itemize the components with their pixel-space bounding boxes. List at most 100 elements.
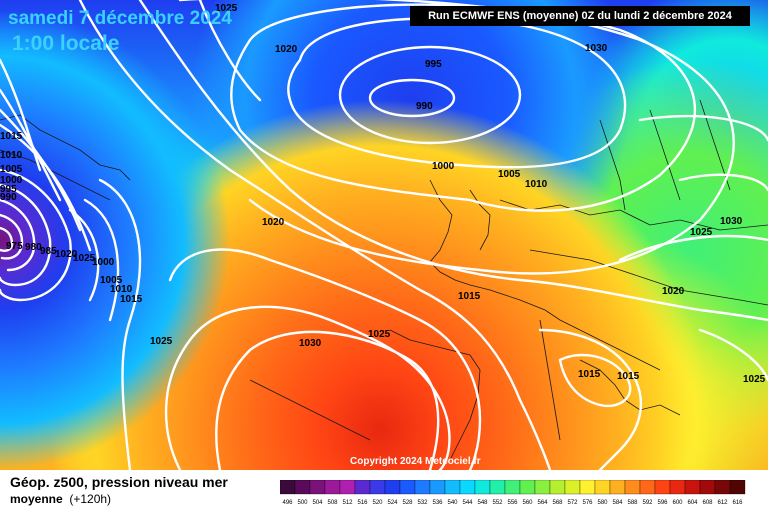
legend-tick-label: 512 — [342, 500, 353, 506]
isobar-990 — [368, 78, 456, 118]
legend-tick-label: 540 — [447, 500, 458, 506]
legend-tick-label: 500 — [297, 500, 308, 506]
legend-swatch — [324, 480, 341, 495]
shading-atlantic-low — [0, 0, 768, 470]
pressure-label: 1025 — [215, 3, 238, 14]
pressure-label: 1025 — [690, 227, 713, 238]
legend-tick-label: 560 — [522, 500, 533, 506]
legend-tick-label: 504 — [312, 500, 323, 506]
pressure-label: 990 — [416, 101, 433, 112]
legend-tick-label: 608 — [702, 500, 713, 506]
legend-swatch — [519, 480, 536, 495]
isobar-1020-e — [618, 234, 768, 262]
legend-swatch — [489, 480, 506, 495]
legend-tick-label: 520 — [372, 500, 383, 506]
legend-tick-label: 616 — [732, 500, 743, 506]
pressure-label: 1000 — [432, 161, 455, 172]
isobar-1030 — [215, 330, 440, 470]
legend-tick-label: 508 — [327, 500, 338, 506]
legend-swatch — [684, 480, 701, 495]
pressure-label: 1030 — [720, 216, 743, 227]
legend-swatch — [504, 480, 521, 495]
isobar-1020-n — [198, 0, 262, 102]
legend-swatch — [534, 480, 551, 495]
pressure-label: 980 — [25, 242, 42, 253]
isobar-995-w — [0, 168, 72, 302]
pressure-label: 1015 — [458, 291, 481, 302]
run-info: Run ECMWF ENS (moyenne) 0Z du lundi 2 dé… — [410, 6, 750, 26]
map-subtitle-type: moyenne — [10, 492, 63, 506]
map-svg: 1025 1020 995 990 1000 1005 1010 1015 10… — [0, 0, 768, 470]
legend-tick-label: 584 — [612, 500, 623, 506]
legend-swatch — [369, 480, 386, 495]
isobar-1015 — [138, 0, 768, 322]
pressure-label: 1000 — [0, 175, 23, 186]
legend-swatch — [549, 480, 566, 495]
pressure-label: 990 — [0, 192, 17, 203]
isobar-985-w — [0, 198, 36, 272]
isobar-1015-it — [558, 353, 632, 408]
legend-swatch — [609, 480, 626, 495]
pressure-label: 1025 — [73, 253, 96, 264]
pressure-label: 1010 — [525, 179, 548, 190]
isobar-1010 — [178, 0, 735, 275]
isobar-1015-w — [0, 58, 42, 172]
pressure-labels: 1025 1020 995 990 1000 1005 1010 1015 10… — [0, 3, 766, 385]
pressure-label: 1015 — [0, 131, 23, 142]
pressure-label: 1010 — [110, 284, 133, 295]
legend-swatch — [459, 480, 476, 495]
copyright: Copyright 2024 Meteociel.fr — [350, 456, 481, 467]
legend-tick-label: 596 — [657, 500, 668, 506]
legend-swatch — [624, 480, 641, 495]
pressure-label: 1005 — [100, 275, 123, 286]
legend-tick-label: 528 — [402, 500, 413, 506]
legend-swatch — [339, 480, 356, 495]
isobar-1015-atl — [98, 178, 142, 470]
pressure-label: 1005 — [498, 169, 521, 180]
isobar-1010-w — [0, 88, 62, 202]
color-legend: 496 500 504 508 512 516 520 524 528 532 536 540 544 5… — [280, 480, 746, 506]
isobar-1005-atl — [68, 208, 100, 302]
legend-tick-label: 532 — [417, 500, 428, 506]
legend-tick-label: 524 — [387, 500, 398, 506]
legend-tick-label: 588 — [627, 500, 638, 506]
pressure-label: 1015 — [120, 294, 143, 305]
legend-swatch — [579, 480, 596, 495]
isobar-1015-med — [538, 328, 643, 470]
legend-swatch — [429, 480, 446, 495]
legend-swatch — [294, 480, 311, 495]
isobar-1010-atl — [83, 198, 120, 322]
isobars — [0, 0, 768, 470]
legend-swatch — [309, 480, 326, 495]
pressure-label: 1025 — [150, 336, 173, 347]
legend-tick-label: 556 — [507, 500, 518, 506]
legend-tick-label: 548 — [477, 500, 488, 506]
pressure-label: 1005 — [0, 164, 23, 175]
legend-swatch — [414, 480, 431, 495]
legend-tick-label: 580 — [597, 500, 608, 506]
isobar-990-w — [0, 183, 52, 287]
legend-swatch — [654, 480, 671, 495]
isobar-1025 — [168, 248, 482, 470]
pressure-label: 1015 — [578, 369, 601, 380]
legend-swatch — [280, 480, 296, 495]
legend-tick-label: 600 — [672, 500, 683, 506]
legend-swatch — [639, 480, 656, 495]
forecast-date: samedi 7 décembre 2024 — [8, 8, 232, 29]
pressure-label: 985 — [40, 246, 57, 257]
legend-tick-label: 604 — [687, 500, 698, 506]
pressure-label: 1000 — [92, 257, 115, 268]
pressure-label: 1015 — [617, 371, 640, 382]
isobar-995 — [338, 45, 522, 145]
legend-tick-label: 612 — [717, 500, 728, 506]
legend-tick-label: 564 — [537, 500, 548, 506]
map-subtitle-lead: (+120h) — [69, 492, 112, 506]
weather-map: 1025 1020 995 990 1000 1005 1010 1015 10… — [0, 0, 768, 470]
legend-tick-label: 576 — [582, 500, 593, 506]
pressure-label: 1010 — [0, 150, 23, 161]
legend-swatch — [714, 480, 731, 495]
legend-tick-label: 572 — [567, 500, 578, 506]
isobar-1000-w — [0, 123, 92, 252]
legend-swatch — [594, 480, 611, 495]
legend-swatch — [669, 480, 686, 495]
